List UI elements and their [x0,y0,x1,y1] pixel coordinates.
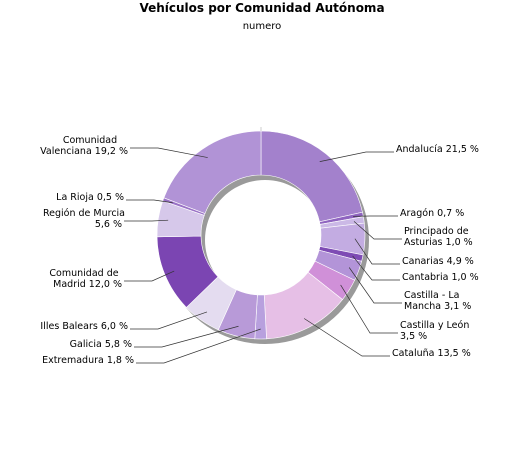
slice-label: Cantabria 1,0 % [402,272,479,283]
slice-label: Cataluña 13,5 % [392,348,471,359]
slice-label: Comunidad Valenciana 19,2 % [40,135,128,157]
chart-title: Vehículos por Comunidad Autónoma [139,1,384,15]
leader-line [353,221,402,240]
slice-label: Andalucía 21,5 % [396,144,479,155]
leader-line [303,318,390,357]
slice-label: Principado de Asturias 1,0 % [404,226,473,248]
slice-label: Castilla y León 3,5 % [400,320,469,342]
slice-label: Región de Murcia 5,6 % [43,208,125,230]
leader-line [348,267,402,304]
slice-andaluc-a [260,130,363,223]
slice-label: Illes Balears 6,0 % [40,321,128,332]
chart-subtitle: numero [243,21,282,32]
slice-label: Canarias 4,9 % [402,256,474,267]
leader-line [319,151,394,162]
leader-line [130,147,208,158]
slice-label: La Rioja 0,5 % [56,192,124,203]
slice-label: Galicia 5,8 % [70,339,132,350]
leader-line [136,328,261,364]
leader-line [126,199,173,204]
leader-line [354,238,400,265]
leader-lines [124,147,402,364]
leader-line [124,219,169,222]
slice-label: Aragón 0,7 % [400,208,464,219]
leader-line [134,325,239,348]
leader-line [352,255,400,281]
leader-line [340,284,398,334]
leader-line [124,270,175,282]
slice-label: Castilla - La Mancha 3,1 % [404,290,471,312]
slice-labels: Andalucía 21,5 % Aragón 0,7 % Principado d… [40,135,479,366]
slice-label: Extremadura 1,8 % [42,355,134,366]
slice-comunidad-valenciana [163,130,262,214]
leader-line [130,311,208,330]
slice-label: Comunidad de Madrid 12,0 % [49,268,122,290]
donut-slices [156,127,366,340]
